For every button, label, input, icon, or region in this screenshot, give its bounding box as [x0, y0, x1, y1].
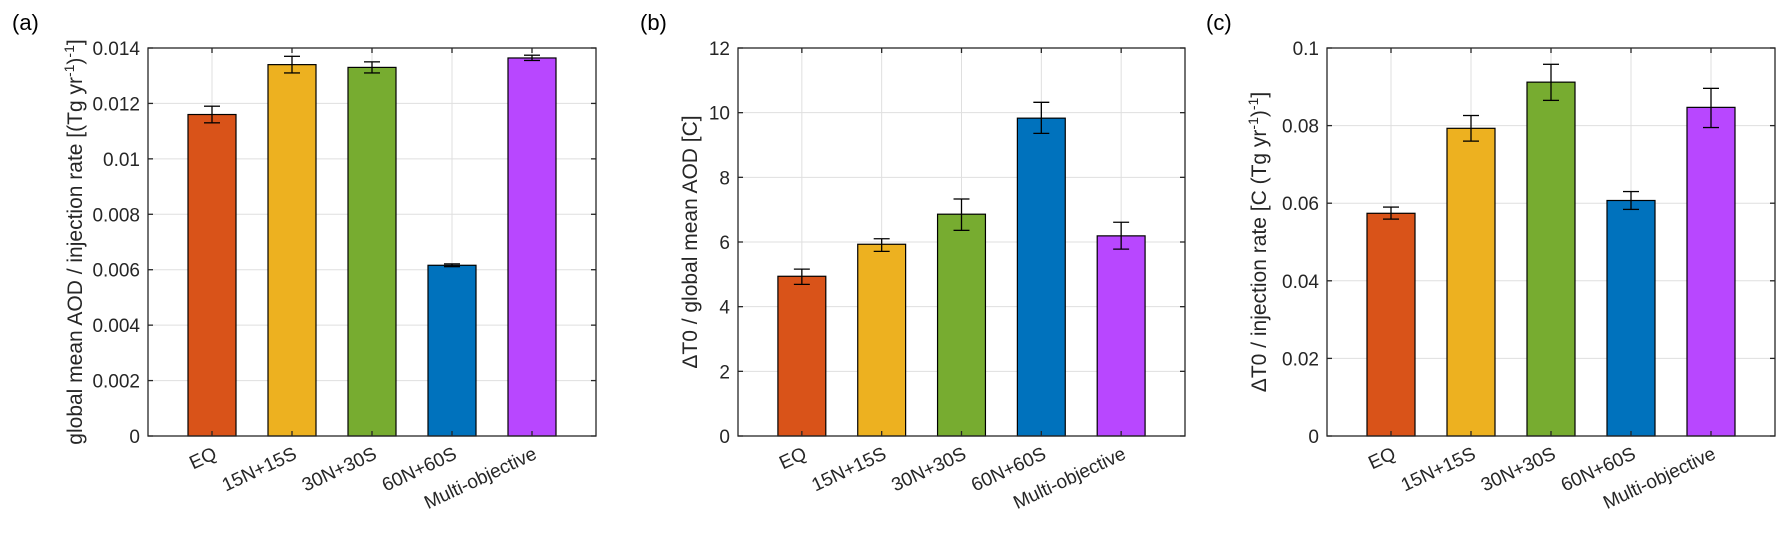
- error-bar: [1543, 63, 1559, 102]
- y-axis-label-text: ): [64, 58, 87, 65]
- y-tick-label: 0.008: [92, 205, 140, 226]
- error-bar: [524, 54, 540, 62]
- error-bar: [1463, 114, 1479, 142]
- error-bar: [1703, 87, 1719, 129]
- y-tick-label: 0.014: [92, 39, 140, 60]
- error-bar: [1113, 221, 1130, 250]
- y-axis-label-text: ): [1248, 110, 1271, 117]
- bar-60n-60s: [1606, 199, 1656, 437]
- panel-label: (b): [640, 10, 667, 35]
- error-bar: [284, 55, 300, 74]
- bar-15n-15s: [857, 243, 907, 437]
- y-tick-label: 0: [1308, 427, 1319, 448]
- bar-multi-objective: [507, 57, 557, 437]
- bar-15n-15s: [1446, 127, 1496, 437]
- bar-multi-objective: [1686, 106, 1736, 437]
- x-tick-label: 30N+30S: [888, 443, 969, 496]
- bar-15n-15s: [267, 64, 317, 437]
- bar-30n-30s: [1526, 81, 1576, 437]
- bar-30n-30s: [347, 66, 397, 437]
- x-tick-label: 15N+15S: [809, 443, 890, 496]
- y-tick-label: 8: [719, 168, 730, 189]
- x-tick-label: 15N+15S: [1398, 443, 1479, 496]
- bar-eq: [777, 275, 827, 437]
- y-axis-label-text: ]: [64, 39, 87, 45]
- y-axis-label-superscript: -1: [61, 64, 77, 77]
- x-tick-label: 15N+15S: [219, 443, 300, 496]
- x-tick-label: EQ: [186, 443, 220, 474]
- bar-30n-30s: [936, 213, 987, 437]
- y-axis-label-superscript: -1: [1245, 97, 1261, 110]
- panel-b: (b)024681012EQ15N+15S30N+30S60N+60SMulti…: [640, 10, 1186, 514]
- error-bar: [873, 238, 890, 253]
- bar-60n-60s: [1016, 117, 1066, 437]
- y-tick-label: 0: [129, 427, 140, 448]
- error-bar: [364, 61, 380, 74]
- y-tick-label: 0.1: [1293, 39, 1319, 60]
- y-tick-label: 0.012: [92, 94, 140, 115]
- y-axis-label-text: global mean AOD / injection rate [(Tg yr: [64, 77, 87, 445]
- error-bar: [444, 263, 460, 268]
- panel-label: (a): [12, 10, 39, 35]
- y-tick-label: 0.04: [1282, 272, 1319, 293]
- y-axis-label: ΔT0 / global mean AOD [C]: [679, 115, 702, 368]
- y-tick-label: 10: [709, 104, 730, 125]
- y-tick-label: 0.004: [92, 316, 140, 337]
- x-tick-label: EQ: [776, 443, 810, 474]
- bar-eq: [187, 113, 237, 437]
- error-bar: [204, 105, 220, 124]
- panel-label: (c): [1206, 10, 1232, 35]
- panel-c: (c)00.020.040.060.080.1EQ15N+15S30N+30S6…: [1206, 10, 1776, 514]
- y-axis-label-text: ΔT0 / injection rate [C (Tg yr: [1248, 130, 1271, 393]
- x-tick-label: 30N+30S: [299, 443, 380, 496]
- y-tick-label: 12: [709, 39, 730, 60]
- y-tick-label: 0.02: [1282, 349, 1319, 370]
- error-bar: [953, 198, 970, 232]
- y-tick-label: 2: [719, 362, 730, 383]
- bar-multi-objective: [1096, 235, 1146, 437]
- error-bar: [1623, 190, 1639, 211]
- y-tick-label: 0.006: [92, 261, 140, 282]
- x-tick-label: EQ: [1365, 443, 1399, 474]
- error-bar: [1383, 206, 1399, 220]
- x-tick-label: 30N+30S: [1478, 443, 1559, 496]
- y-tick-label: 6: [719, 233, 730, 254]
- y-tick-label: 0: [719, 427, 730, 448]
- y-axis-label: global mean AOD / injection rate [(Tg yr…: [61, 39, 87, 444]
- y-tick-label: 0.01: [103, 150, 140, 171]
- y-axis-label-text: ΔT0 / global mean AOD [C]: [679, 115, 702, 368]
- bar-eq: [1366, 212, 1416, 437]
- y-axis-label: ΔT0 / injection rate [C (Tg yr-1)-1]: [1245, 92, 1271, 392]
- y-tick-label: 0.06: [1282, 194, 1319, 215]
- y-axis-label-superscript: -1: [61, 45, 77, 58]
- y-tick-label: 0.08: [1282, 117, 1319, 138]
- panel-a: (a) 0 0.002 0.004 0.006 0.008 0.01 0.012 0.014 EQ…: [12, 10, 597, 514]
- y-tick-label: 0.002: [92, 372, 140, 393]
- bar-60n-60s: [427, 264, 477, 437]
- y-tick-label: 4: [719, 298, 730, 319]
- y-axis-label-text: ]: [1248, 92, 1271, 98]
- y-axis-label-superscript: -1: [1245, 117, 1261, 130]
- error-bar: [1033, 101, 1050, 135]
- error-bar: [793, 268, 810, 286]
